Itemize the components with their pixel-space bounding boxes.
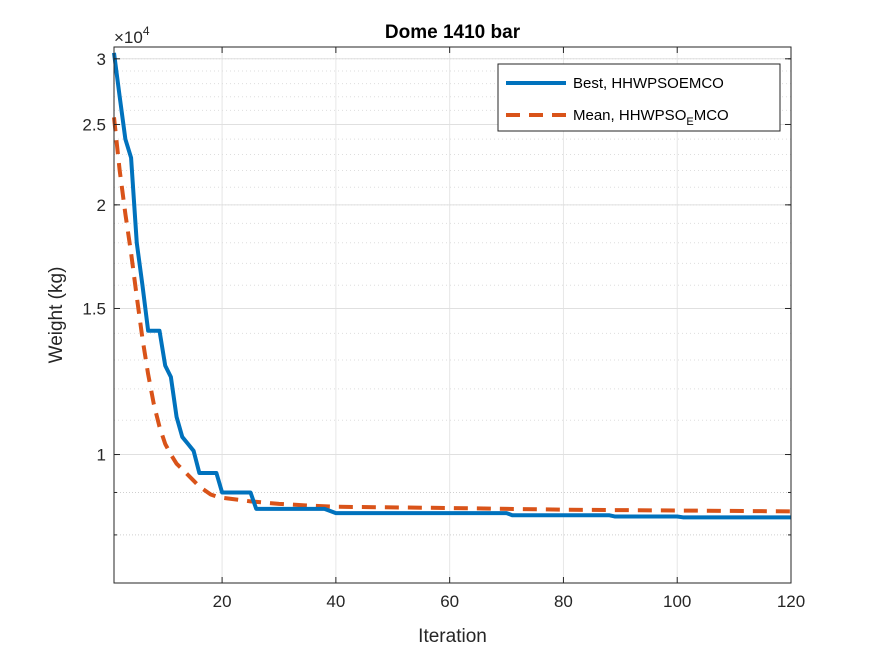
legend-box <box>497 63 781 132</box>
x-axis-label: Iteration <box>418 626 487 647</box>
legend-label-mean: Mean, HHWPSOEMCO <box>573 107 729 128</box>
legend: Best, HHWPSOEMCO Mean, HHWPSOEMCO <box>497 63 781 132</box>
y-tick-label: 2.5 <box>82 115 106 134</box>
chart-title: Dome 1410 bar <box>385 22 521 43</box>
y-multiplier-base: ×10 <box>114 28 143 47</box>
legend-mean-main: Mean, HHWPSO <box>573 107 686 124</box>
y-tick-label: 1.5 <box>82 299 106 318</box>
x-tick-label: 20 <box>213 592 232 611</box>
y-axis-multiplier: ×104 <box>114 24 150 47</box>
x-tick-label: 80 <box>554 592 573 611</box>
y-multiplier-exponent: 4 <box>143 24 150 38</box>
plot-frame <box>113 46 792 584</box>
series-line-best <box>112 52 791 520</box>
legend-mean-subscript: E <box>686 116 693 128</box>
ticks: 20 40 60 80 100 120 1 1.5 2 2.5 3 <box>82 47 805 611</box>
y-tick-label: 3 <box>97 50 106 69</box>
x-tick-label: 40 <box>326 592 345 611</box>
x-tick-label: 100 <box>663 592 691 611</box>
x-tick-label: 60 <box>440 592 459 611</box>
legend-label-best: Best, HHWPSOEMCO <box>573 75 724 92</box>
series-lines <box>112 52 792 520</box>
y-tick-label: 1 <box>97 446 106 465</box>
y-axis-label: Weight (kg) <box>46 267 67 364</box>
x-tick-label: 120 <box>777 592 805 611</box>
legend-mean-tail: MCO <box>694 107 729 124</box>
series-line-mean <box>112 117 792 514</box>
y-tick-label: 2 <box>97 196 106 215</box>
